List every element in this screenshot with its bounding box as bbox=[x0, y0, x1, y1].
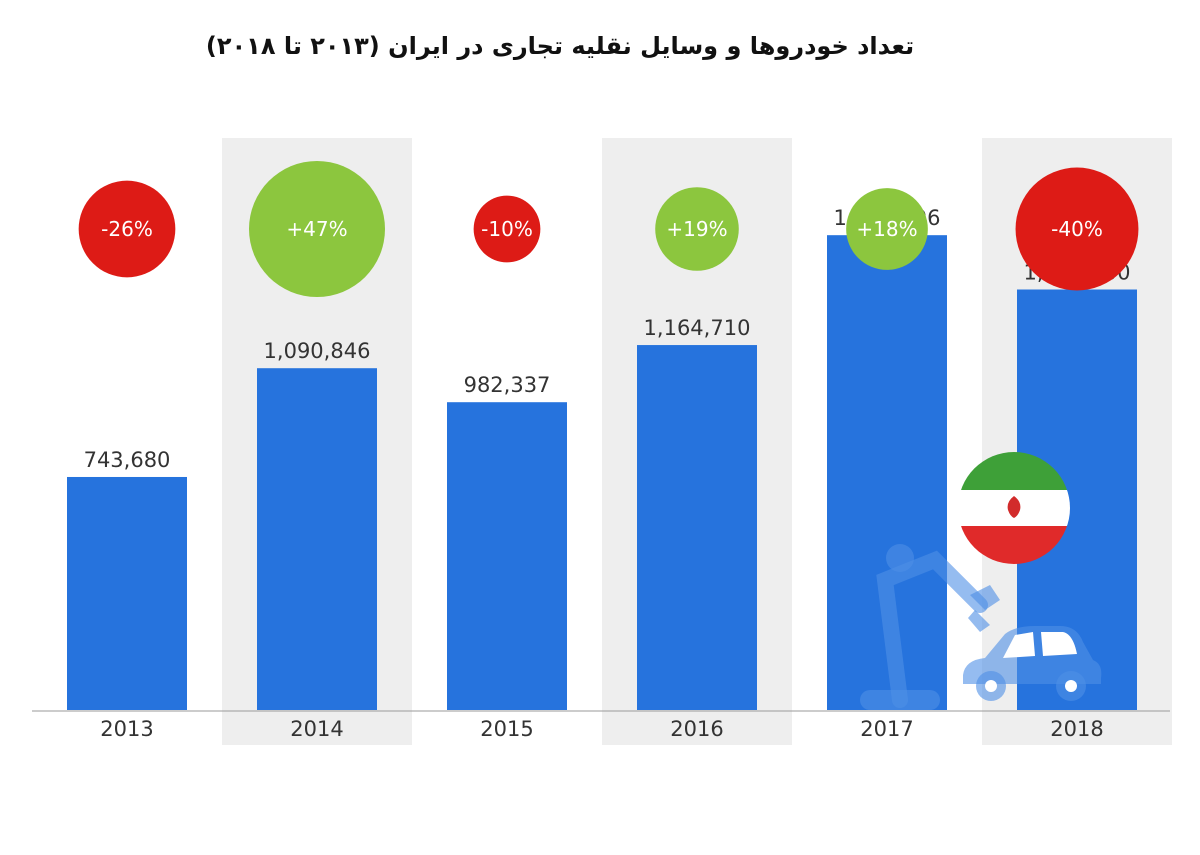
bar bbox=[447, 402, 567, 710]
x-tick-label: 2015 bbox=[480, 717, 533, 741]
change-bubble-label: +18% bbox=[856, 217, 917, 241]
change-bubble-label: -26% bbox=[101, 217, 153, 241]
change-bubble bbox=[846, 188, 928, 270]
iran-flag-icon bbox=[958, 452, 1070, 564]
robot-arm-icon bbox=[860, 544, 1000, 710]
bar-value-label: 743,680 bbox=[84, 448, 171, 472]
change-bubble-label: +47% bbox=[286, 217, 347, 241]
x-tick-label: 2014 bbox=[290, 717, 343, 741]
bar-value-label: 1,164,710 bbox=[644, 316, 751, 340]
change-bubble bbox=[1015, 167, 1139, 291]
x-tick-label: 2017 bbox=[860, 717, 913, 741]
x-tick-label: 2013 bbox=[100, 717, 153, 741]
chart-title: تعداد خودروها و وسایل نقلیه تجاری در ایر… bbox=[205, 32, 915, 60]
bar-value-label: 982,337 bbox=[464, 373, 551, 397]
change-bubble bbox=[655, 187, 739, 271]
change-bubble bbox=[78, 180, 176, 278]
change-bubble-label: -10% bbox=[481, 217, 533, 241]
x-tick-label: 2018 bbox=[1050, 717, 1103, 741]
bar bbox=[67, 476, 187, 710]
bar-value-label: 1,090,846 bbox=[264, 339, 371, 363]
bar bbox=[637, 345, 757, 710]
change-bubble bbox=[473, 195, 541, 263]
car-icon bbox=[963, 626, 1102, 701]
x-tick-label: 2016 bbox=[670, 717, 723, 741]
change-bubble bbox=[249, 161, 385, 297]
bar bbox=[257, 368, 377, 710]
change-bubble-label: -40% bbox=[1051, 217, 1103, 241]
change-bubble-label: +19% bbox=[666, 217, 727, 241]
